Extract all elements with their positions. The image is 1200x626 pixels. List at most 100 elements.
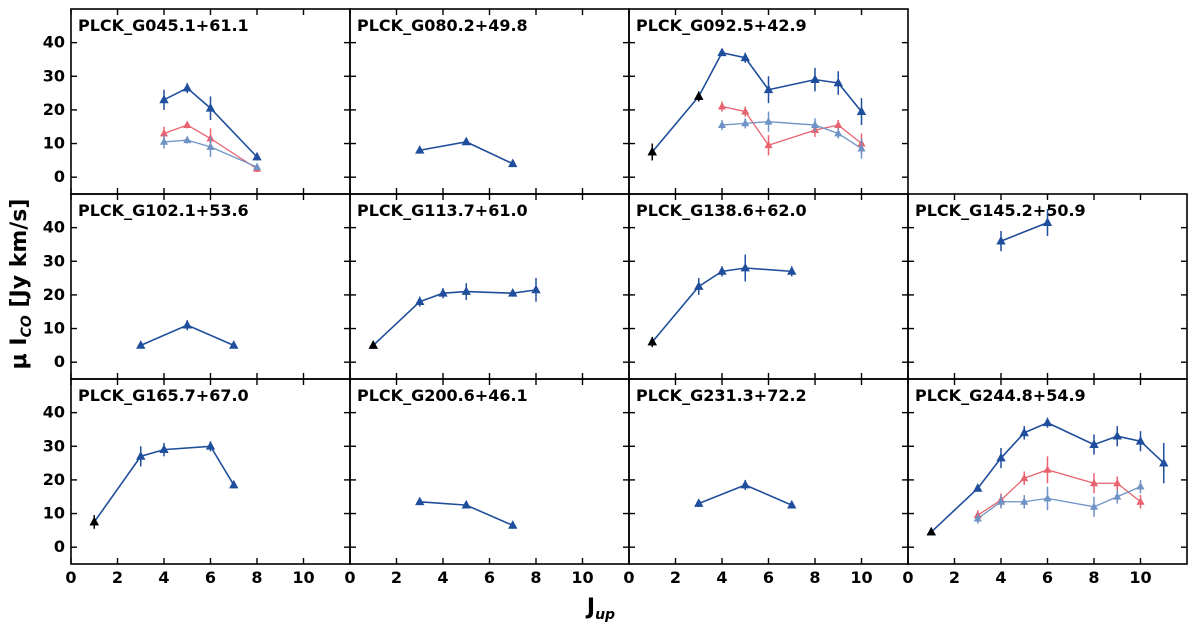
x-tick-label: 0 xyxy=(623,568,634,587)
data-point xyxy=(182,319,192,329)
series-line xyxy=(721,105,862,146)
series-red xyxy=(717,101,866,156)
y-tick-label: 0 xyxy=(54,537,65,556)
x-tick-label: 0 xyxy=(344,568,355,587)
panel: PLCK_G138.6+62.0 xyxy=(628,193,909,380)
data-point xyxy=(834,128,843,137)
series-main xyxy=(368,278,541,349)
y-tick-label: 30 xyxy=(43,251,65,270)
panel: 0 2 4 6 8 10 PLCK_G231.3+72.2 xyxy=(623,378,909,587)
series-line xyxy=(163,124,258,170)
x-axis-label-sub: up xyxy=(595,607,615,623)
data-point xyxy=(531,284,541,294)
data-point xyxy=(741,107,750,115)
x-tick-label: 2 xyxy=(391,568,402,587)
x-tick-label: 8 xyxy=(251,568,262,587)
series-line xyxy=(163,87,258,158)
panel-frame xyxy=(628,193,909,380)
panel: 0 2 4 6 8 10 PLCK_G200.6+46.1 xyxy=(344,378,630,587)
panel-title: PLCK_G045.1+61.1 xyxy=(78,16,249,35)
data-point xyxy=(1136,482,1145,490)
series-line xyxy=(977,469,1141,516)
x-tick-label: 4 xyxy=(158,568,169,587)
y-tick-label: 40 xyxy=(43,403,65,422)
data-point xyxy=(1089,502,1099,510)
data-point xyxy=(159,137,169,145)
data-point xyxy=(508,158,518,168)
x-tick-label: 8 xyxy=(809,568,820,587)
panel: PLCK_G145.2+50.9 xyxy=(907,193,1188,380)
x-tick-label: 6 xyxy=(205,568,216,587)
data-point xyxy=(205,103,216,112)
data-point xyxy=(461,286,471,295)
x-tick-label: 0 xyxy=(65,568,76,587)
y-axis-label: μ ICO [Jy km/s] xyxy=(7,199,35,370)
data-point xyxy=(833,77,843,87)
panel-frame xyxy=(70,193,351,380)
data-point xyxy=(136,451,146,460)
data-point xyxy=(1113,492,1122,500)
data-point xyxy=(1043,465,1052,473)
y-tick-label: 40 xyxy=(43,33,65,52)
data-point xyxy=(159,94,169,104)
panel-title: PLCK_G231.3+72.2 xyxy=(636,386,807,405)
data-point xyxy=(856,106,867,115)
data-point xyxy=(415,496,425,506)
y-axis-label-main: μ I xyxy=(7,337,32,369)
data-point xyxy=(159,444,169,454)
x-tick-label: 0 xyxy=(902,568,913,587)
panel-title: PLCK_G080.2+49.8 xyxy=(357,16,528,35)
data-point xyxy=(461,499,471,509)
data-point xyxy=(1136,497,1145,505)
x-tick-label: 10 xyxy=(571,568,593,587)
x-tick-label: 2 xyxy=(949,568,960,587)
data-point xyxy=(741,118,750,127)
series-main xyxy=(694,479,797,509)
series-main xyxy=(647,47,867,161)
series-line xyxy=(372,289,537,346)
y-tick-label: 40 xyxy=(43,218,65,237)
data-point xyxy=(973,514,982,522)
series-main xyxy=(136,319,239,349)
data-point xyxy=(740,52,750,62)
panel-frame xyxy=(70,378,351,565)
data-point xyxy=(508,520,518,529)
data-point xyxy=(206,142,215,150)
data-point xyxy=(182,82,192,92)
x-tick-label: 4 xyxy=(995,568,1006,587)
y-tick-label: 10 xyxy=(43,134,65,153)
panel-frame xyxy=(349,378,630,565)
y-tick-label: 20 xyxy=(43,100,65,119)
data-point xyxy=(740,479,750,489)
series-main xyxy=(159,82,262,161)
y-tick-label: 20 xyxy=(43,470,65,489)
data-point xyxy=(787,499,797,509)
data-point xyxy=(996,235,1006,245)
series-line xyxy=(93,445,235,523)
panel-title: PLCK_G138.6+62.0 xyxy=(636,201,807,220)
data-point xyxy=(694,91,704,100)
series-black xyxy=(89,515,99,529)
x-tick-label: 8 xyxy=(1088,568,1099,587)
data-point xyxy=(996,452,1006,462)
y-tick-label: 30 xyxy=(43,436,65,455)
series-lightblue xyxy=(973,479,1145,524)
series-line xyxy=(1000,221,1048,242)
panel: PLCK_G092.5+42.9 xyxy=(628,8,909,195)
data-point xyxy=(252,162,262,171)
y-tick-label: 10 xyxy=(43,504,65,523)
x-axis-label-main: J xyxy=(585,595,595,620)
panel: PLCK_G080.2+49.8 xyxy=(349,8,630,195)
series-black xyxy=(926,526,936,536)
x-tick-label: 6 xyxy=(1042,568,1053,587)
series-red xyxy=(973,456,1145,521)
data-point xyxy=(764,140,773,149)
series-main xyxy=(996,209,1053,252)
x-tick-label: 2 xyxy=(112,568,123,587)
panel-title: PLCK_G092.5+42.9 xyxy=(636,16,807,35)
data-point xyxy=(229,340,239,349)
panel: 0 10 20 30 40 PLCK_G045.1+61.1 xyxy=(43,8,351,195)
data-point xyxy=(834,120,843,128)
data-point xyxy=(1089,439,1099,448)
